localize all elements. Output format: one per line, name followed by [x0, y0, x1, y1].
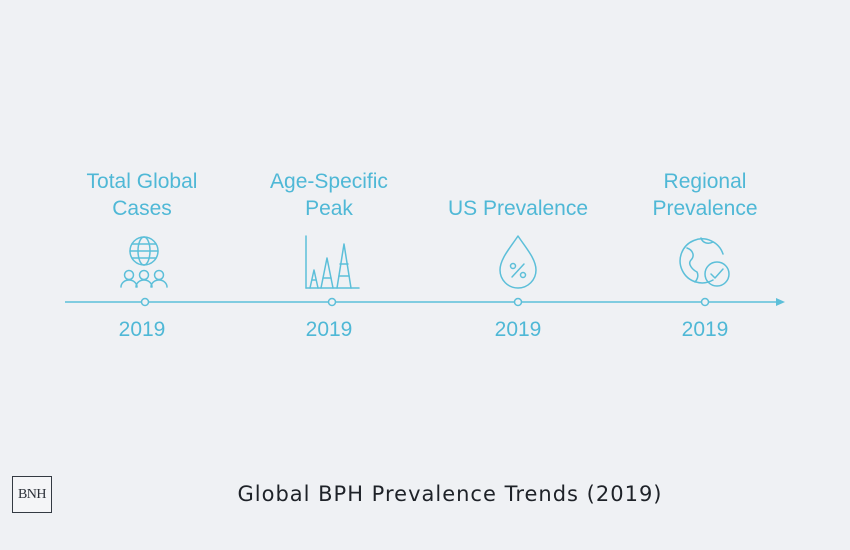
milestone-regional-prevalence: Regional Prevalence 2019: [605, 0, 805, 550]
timeline-node-3: [513, 297, 523, 307]
timeline-node-4: [700, 297, 710, 307]
milestone-year: 2019: [118, 318, 166, 341]
milestone-total-global-cases: Total Global Cases 2019: [42, 0, 242, 550]
diagram-title: Global BPH Prevalence Trends (2019): [237, 482, 663, 506]
milestone-year: 2019: [494, 318, 542, 341]
milestone-label: Total Global Cases: [86, 170, 198, 220]
bnh-logo: BNH: [12, 476, 52, 513]
percent-drop-icon: [488, 232, 548, 292]
timeline-node-2: [327, 297, 337, 307]
milestone-label: Age-Specific Peak: [270, 170, 388, 220]
milestone-label: US Prevalence: [447, 197, 589, 220]
timeline-node-1: [140, 297, 150, 307]
milestone-year: 2019: [305, 318, 353, 341]
globe-people-icon: [114, 232, 174, 292]
milestone-age-specific-peak: Age-Specific Peak 2019: [229, 0, 429, 550]
rising-peaks-icon: [301, 232, 361, 292]
milestone-label: Regional Prevalence: [652, 170, 758, 220]
timeline-arrowhead: [776, 298, 785, 306]
milestone-us-prevalence: US Prevalence 2019: [418, 0, 618, 550]
globe-check-icon: [675, 232, 735, 292]
milestone-year: 2019: [681, 318, 729, 341]
